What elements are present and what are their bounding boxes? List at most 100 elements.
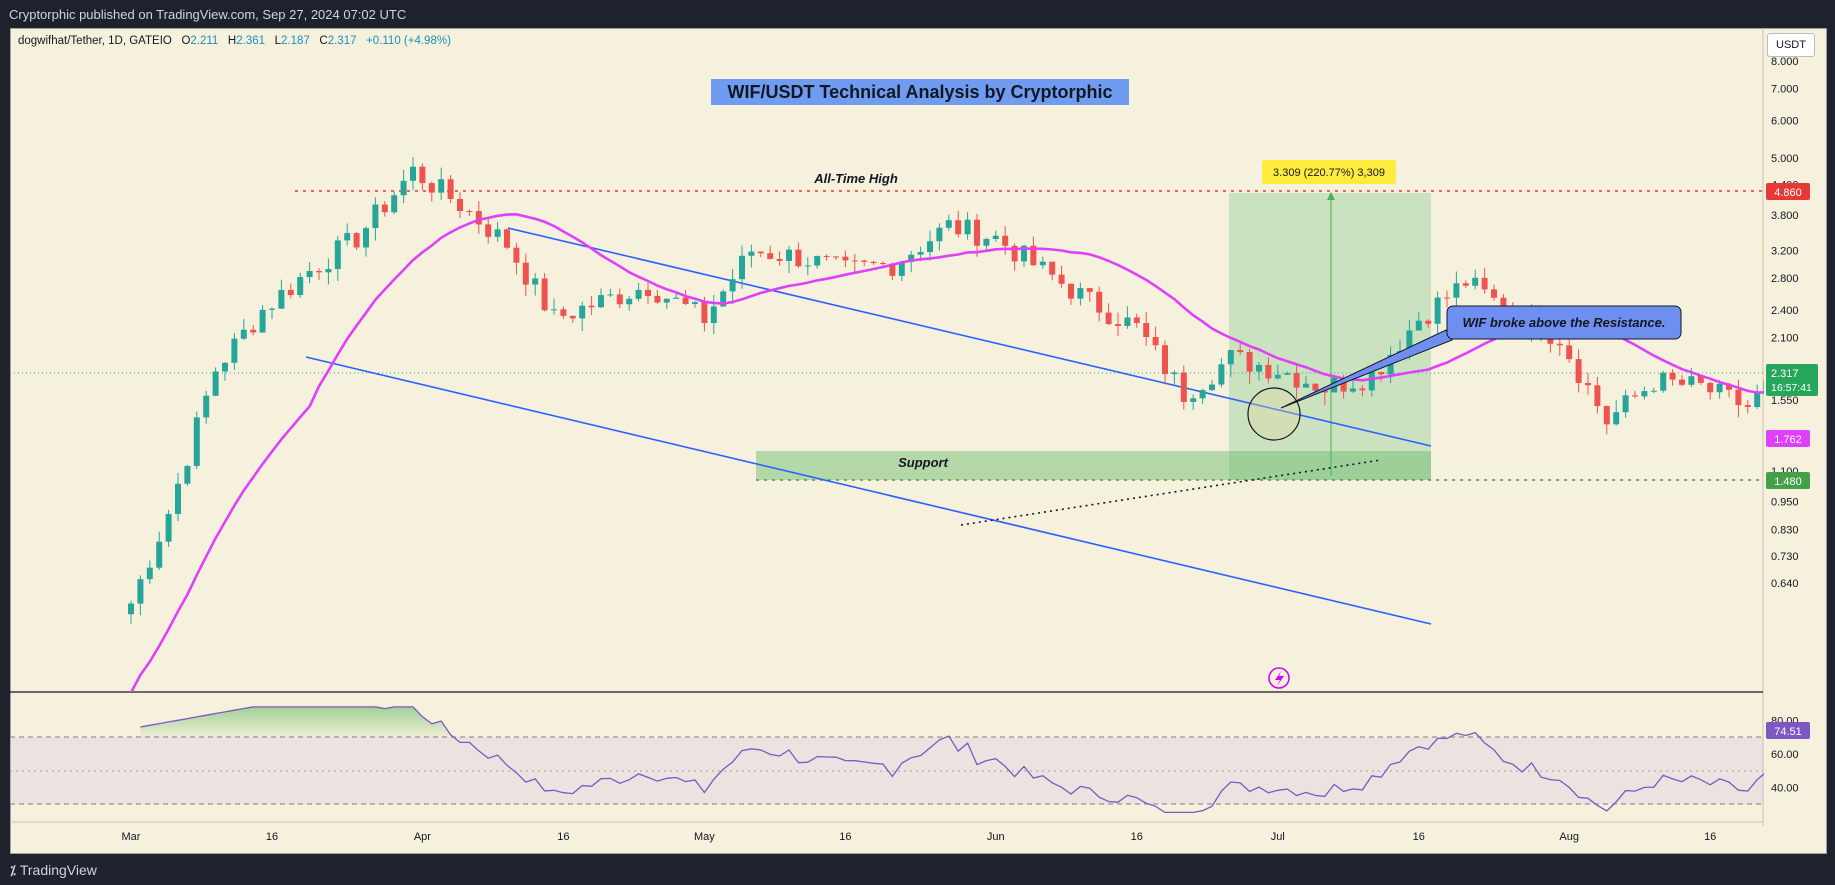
time-axis: Mar16Apr16May16Jun16Jul16Aug16Sep16Oct16… bbox=[122, 831, 1717, 843]
support-zone bbox=[756, 451, 1431, 480]
currency-button[interactable]: USDT bbox=[1767, 33, 1815, 57]
candle-body bbox=[1425, 320, 1432, 324]
callout-box bbox=[1446, 305, 1682, 340]
price-tick-label: 8.000 bbox=[1771, 56, 1799, 68]
candle-body bbox=[541, 278, 548, 311]
candle-body bbox=[1030, 245, 1037, 266]
candle-body bbox=[607, 294, 614, 296]
candle-body bbox=[363, 228, 369, 248]
candle-body bbox=[316, 271, 322, 273]
candle-body bbox=[410, 166, 416, 181]
svg-text:16:57:41: 16:57:41 bbox=[1771, 382, 1812, 394]
candle-body bbox=[137, 579, 144, 604]
top-bar: Cryptorphic published on TradingView.com… bbox=[0, 0, 1835, 28]
candle-body bbox=[1190, 398, 1197, 403]
breakout-circle bbox=[1247, 387, 1301, 441]
candle-body bbox=[1293, 373, 1300, 388]
candle-body bbox=[400, 180, 407, 196]
candle-body bbox=[673, 297, 680, 299]
candle-body bbox=[1472, 277, 1479, 286]
candle-body bbox=[1444, 297, 1450, 299]
svg-text:4.860: 4.860 bbox=[1774, 187, 1802, 199]
candle-body bbox=[532, 278, 539, 285]
price-tick-label: 0.830 bbox=[1771, 524, 1799, 536]
callout-text: WIF broke above the Resistance. bbox=[1462, 315, 1665, 330]
candle-body bbox=[1613, 412, 1620, 425]
candle-body bbox=[1820, 357, 1826, 370]
candle-body bbox=[1829, 370, 1835, 383]
candle-body bbox=[992, 235, 999, 239]
candle-body bbox=[1039, 261, 1046, 266]
candle-body bbox=[1453, 283, 1460, 298]
candle-body bbox=[1641, 391, 1648, 397]
candle-body bbox=[936, 227, 943, 242]
channel-upper-line bbox=[507, 227, 1432, 447]
candle-body bbox=[428, 183, 435, 193]
tradingview-logo[interactable]: ⁒ TradingView bbox=[10, 862, 97, 879]
open-label: O bbox=[181, 35, 191, 47]
candle-body bbox=[494, 229, 501, 237]
candle-body bbox=[645, 289, 651, 296]
candle-body bbox=[945, 220, 952, 228]
candle-body bbox=[851, 260, 858, 262]
candle-body bbox=[569, 315, 576, 319]
price-tick-label: 3.200 bbox=[1771, 245, 1799, 257]
candle-body bbox=[1115, 324, 1121, 326]
candle-body bbox=[804, 265, 811, 267]
candle-body bbox=[626, 298, 633, 305]
candle-body bbox=[795, 249, 802, 267]
candle-body bbox=[306, 271, 313, 278]
candle-body bbox=[823, 255, 830, 257]
support-label: Support bbox=[898, 455, 948, 470]
lightning-icon[interactable] bbox=[1268, 667, 1290, 689]
candle-body bbox=[917, 252, 924, 255]
candle-body bbox=[814, 255, 821, 266]
candle-body bbox=[1575, 359, 1582, 383]
price-tick-label: 3.800 bbox=[1771, 210, 1799, 222]
svg-text:2.317: 2.317 bbox=[1771, 368, 1799, 380]
tradingview-brand: TradingView bbox=[19, 862, 97, 878]
candle-body bbox=[983, 238, 990, 246]
candle-body bbox=[1312, 383, 1319, 391]
candle-body bbox=[786, 249, 792, 261]
candle-body bbox=[1133, 317, 1140, 323]
symbol-info: dogwifhat/Tether, 1D, GATEIO O2.211 H2.3… bbox=[18, 35, 451, 47]
candle-body bbox=[466, 210, 473, 212]
candle-body bbox=[1481, 277, 1488, 290]
candle-body bbox=[381, 204, 388, 213]
candle-body bbox=[1378, 372, 1385, 375]
candle-body bbox=[974, 219, 980, 246]
svg-text:1.762: 1.762 bbox=[1774, 434, 1802, 446]
symbol-name: dogwifhat/Tether, 1D, GATEIO bbox=[18, 35, 172, 47]
candle-body bbox=[1688, 376, 1695, 385]
candle-body bbox=[344, 233, 351, 241]
candle-body bbox=[1002, 235, 1009, 246]
candle-body bbox=[1415, 320, 1422, 331]
candle-body bbox=[1622, 395, 1629, 413]
candle-body bbox=[560, 309, 567, 316]
candle-body bbox=[964, 219, 971, 235]
time-tick-label: Jul bbox=[1271, 831, 1285, 843]
candle-body bbox=[334, 240, 341, 270]
candle-body bbox=[1811, 357, 1817, 358]
low-label: L bbox=[274, 35, 282, 47]
price-tick-label: 2.100 bbox=[1771, 332, 1799, 344]
candle-body bbox=[654, 295, 661, 303]
price-tick-label: 1.550 bbox=[1771, 395, 1799, 407]
svg-text:74.51: 74.51 bbox=[1774, 726, 1802, 738]
low-value: 2.187 bbox=[281, 35, 310, 47]
candle-body bbox=[231, 338, 238, 363]
candle-body bbox=[1068, 283, 1074, 299]
candle-body bbox=[739, 255, 745, 280]
candle-body bbox=[1726, 383, 1732, 390]
time-tick-label: 16 bbox=[266, 831, 278, 843]
candle-body bbox=[212, 371, 219, 396]
candle-body bbox=[1566, 345, 1573, 360]
candle-body bbox=[1603, 405, 1610, 425]
candle-body bbox=[1660, 372, 1667, 391]
candle-body bbox=[1650, 390, 1657, 392]
candle-body bbox=[880, 263, 886, 265]
channel-lower-line bbox=[305, 356, 1432, 625]
candle-body bbox=[927, 241, 933, 253]
